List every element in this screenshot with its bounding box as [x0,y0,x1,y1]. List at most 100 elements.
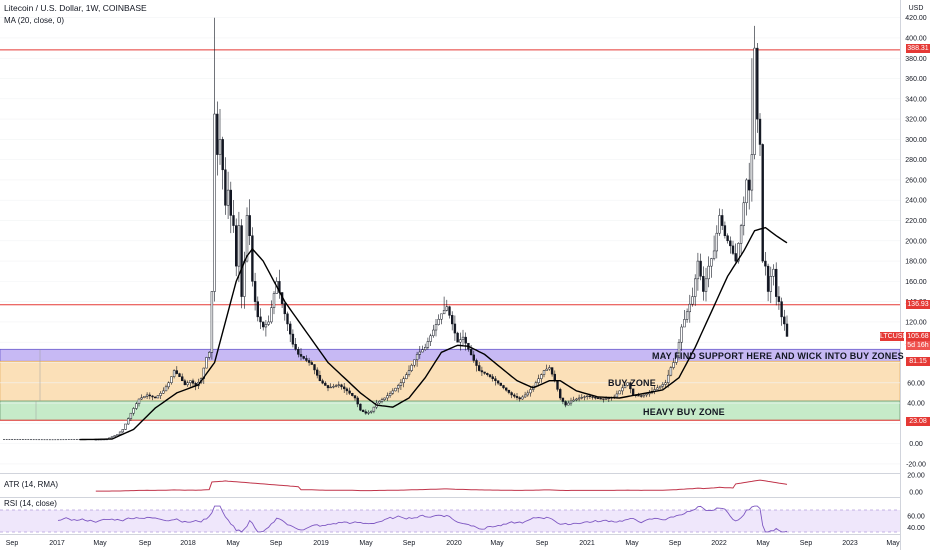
candle [291,333,295,345]
candle [456,332,459,343]
candles-layer [3,17,789,441]
candle [245,215,249,262]
time-tick-label: 2022 [711,540,727,547]
candle [202,367,205,379]
candle [459,339,462,343]
candle [272,293,276,308]
candle [669,367,673,376]
candle [140,397,143,400]
candle [286,313,289,325]
candle [235,225,238,267]
candle [664,382,667,385]
time-tick-label: May [93,540,107,547]
candle [745,179,748,204]
candle [502,385,505,389]
candle [267,321,270,325]
ma-legend[interactable]: MA (20, close, 0) [4,16,65,25]
tag-buy-top: 81.15 [906,357,930,366]
candle [167,382,170,388]
atr-legend[interactable]: ATR (14, RMA) [4,480,59,489]
candle [596,397,600,400]
candle [586,395,589,398]
candle [370,410,373,413]
time-tick-label: Sep [403,540,416,547]
time-tick-label: May [756,540,770,547]
candle [391,390,394,394]
candle [494,378,497,381]
candle [334,385,338,387]
candle [631,388,635,396]
candle [407,370,411,375]
candle [434,324,438,331]
candle [162,390,165,394]
candle [629,382,632,390]
usd-axis-label: USD [909,5,924,12]
time-tick-label: Sep [270,540,283,547]
candle [137,398,141,404]
candle [553,373,556,381]
candle [424,347,427,350]
candle [550,367,554,375]
candle [623,385,627,389]
candle [580,397,583,399]
candle [356,397,359,405]
time-tick-label: Sep [536,540,549,547]
candle [337,384,340,386]
resistance-lines [0,49,900,421]
candle [675,357,678,363]
candle [421,349,424,353]
candle [329,386,332,389]
candle [688,303,691,313]
candle [129,412,133,419]
candle [316,369,319,376]
candle [637,395,640,397]
candle [313,364,316,371]
price-tick-label: 260.00 [905,177,927,184]
candle [367,411,370,414]
candle [256,301,259,318]
price-tick-label: 280.00 [905,157,927,164]
candle [540,374,543,379]
candle [113,435,116,438]
candle [753,47,756,155]
candle [359,403,362,411]
candle [737,243,740,262]
price-tick-label: 160.00 [905,279,927,286]
atr-tick-label: 0.00 [909,490,923,497]
candle [545,368,548,371]
candle [569,400,573,404]
time-tick-label: 2020 [446,540,462,547]
price-tick-label: 420.00 [905,15,927,22]
candle [599,398,602,400]
candle [437,318,440,325]
candle [324,382,327,386]
candle [178,373,181,377]
price-axis-ticks[interactable]: 420.00 400.00 380.00 360.00 340.00 320.00 300.… [905,15,927,532]
candle [326,385,330,389]
candle [691,296,694,305]
rsi-legend[interactable]: RSI (14, close) [4,499,57,508]
candle [556,380,559,390]
candle [734,253,737,262]
tag-countdown: 5d 16h [906,341,930,350]
price-tick-label: 200.00 [905,238,927,245]
price-tick-label: 180.00 [905,259,927,266]
candle [577,397,581,400]
candle [583,396,586,398]
candle [702,276,705,292]
candle [270,307,273,323]
candle [559,389,562,399]
rsi-tick-label: 40.00 [907,525,925,532]
candle [626,382,629,386]
candle [707,265,710,280]
candle [289,323,292,335]
candle [507,389,511,393]
candle [591,396,594,398]
candle [645,393,648,396]
candle [345,388,349,392]
candle [353,395,357,399]
candle [694,278,697,297]
time-axis-ticks[interactable]: Sep 2017 May Sep 2018 May Sep 2019 May Sep 2020 May… [6,540,900,547]
candle [432,329,435,337]
